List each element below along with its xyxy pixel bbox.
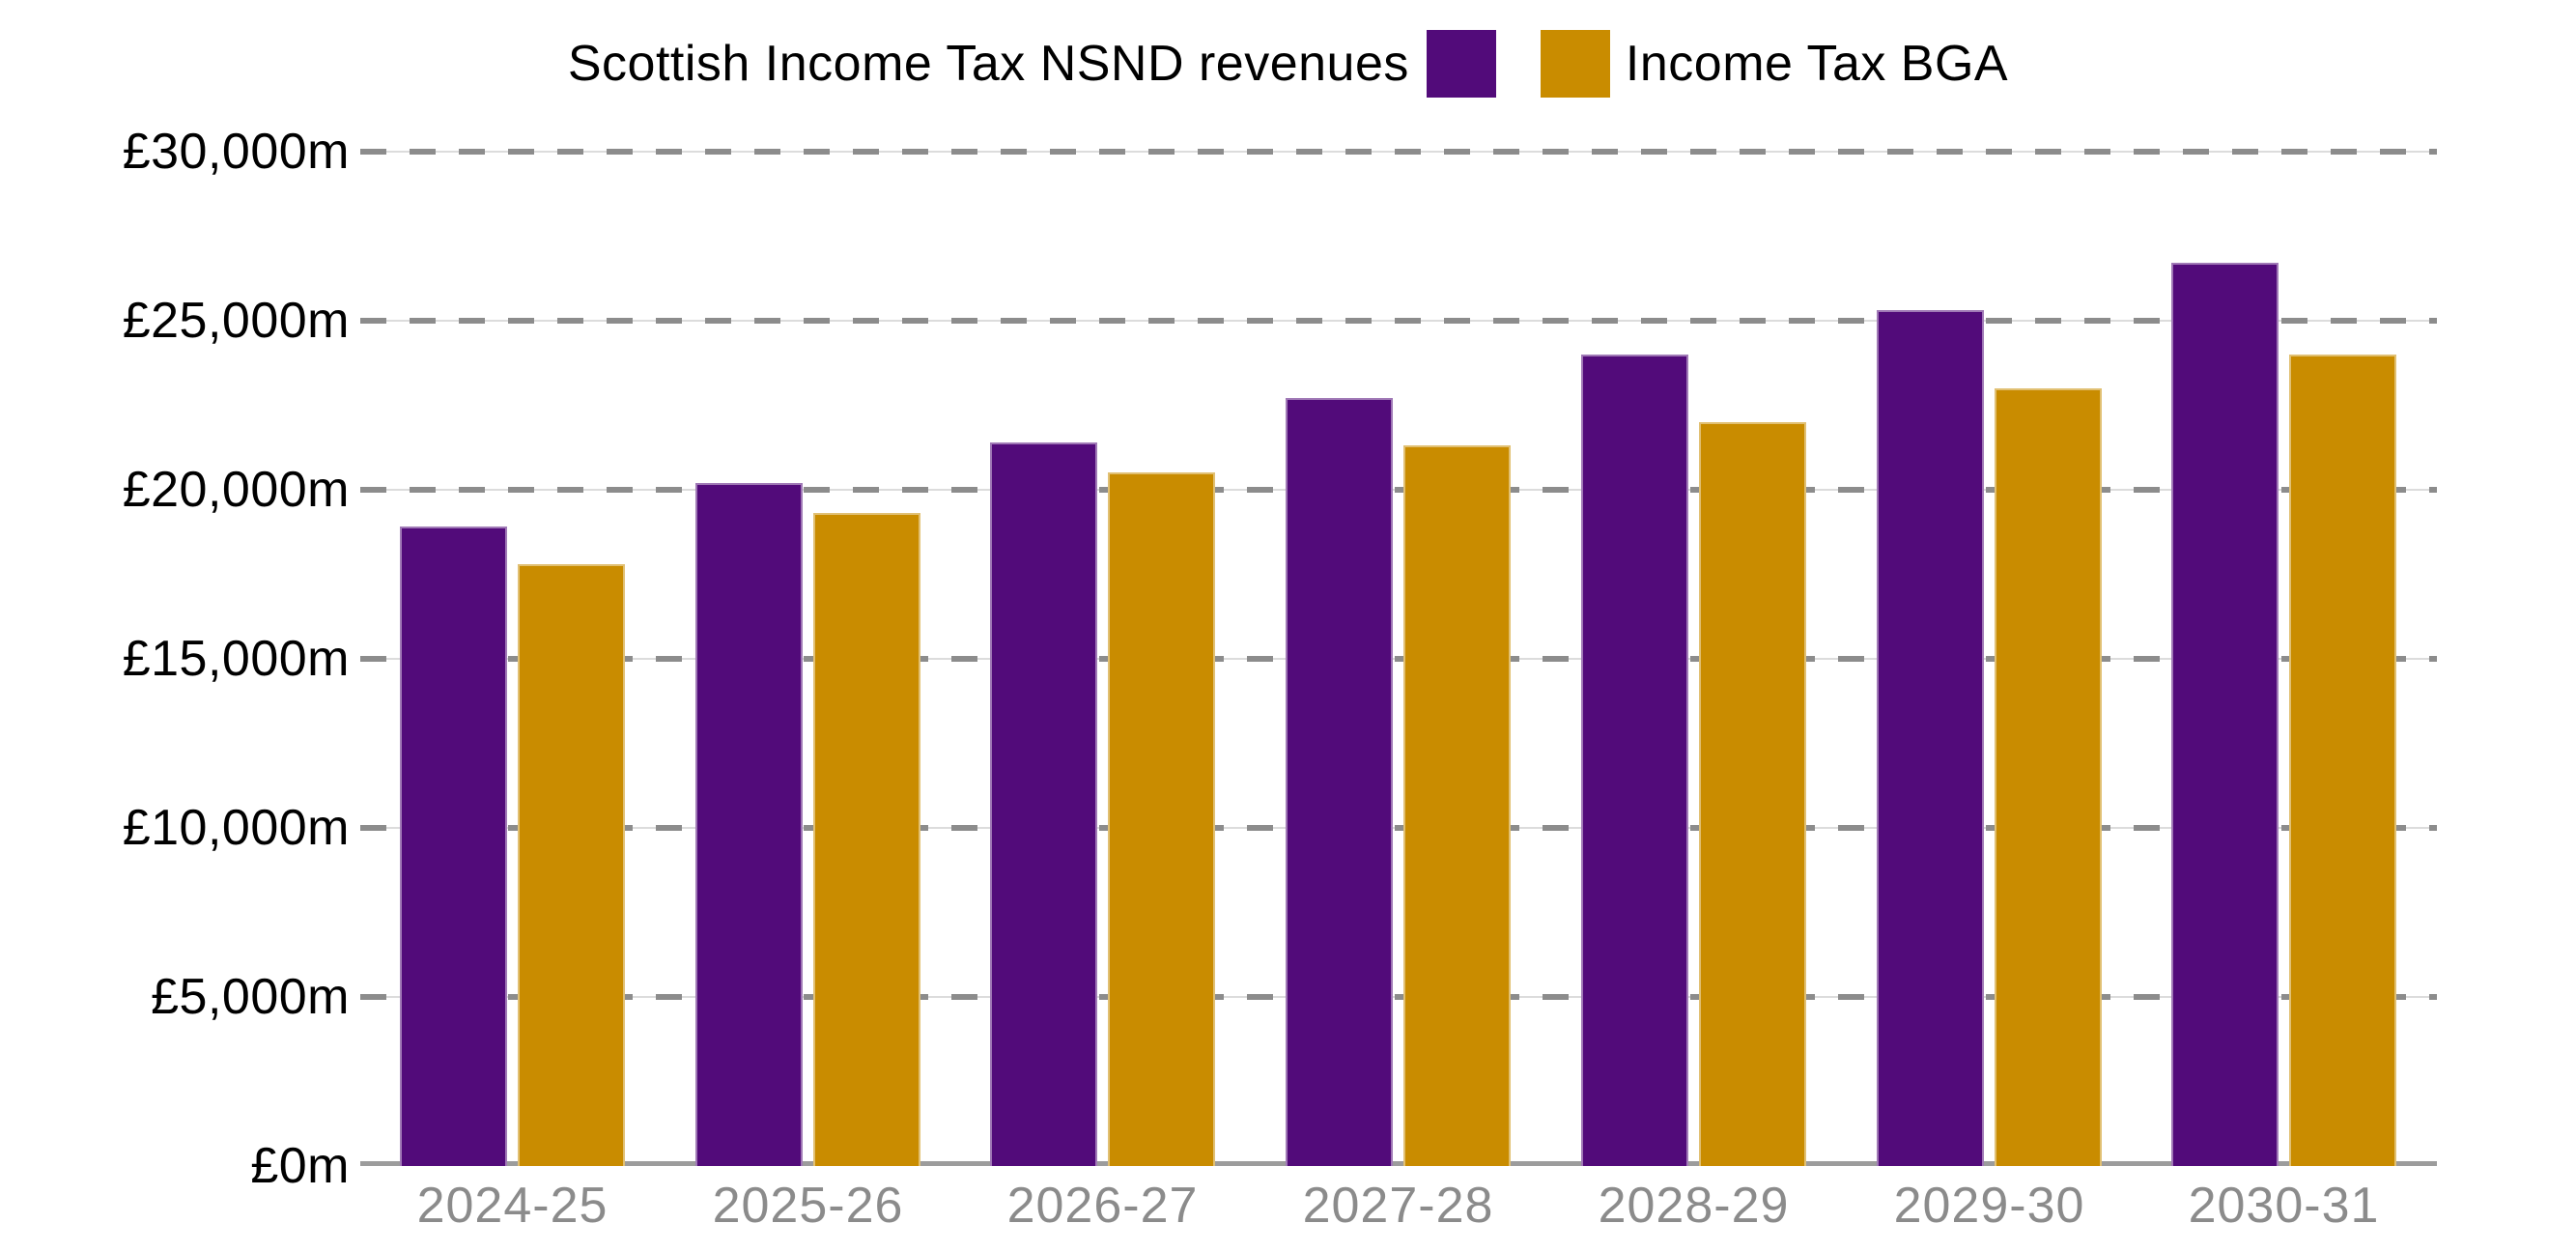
y-axis-label-25000: £25,000m <box>122 293 350 349</box>
legend-swatch-bga-icon <box>1540 30 1610 98</box>
bar-bga-2024-25 <box>518 564 625 1166</box>
x-axis-label-2026-27: 2026-27 <box>1006 1178 1199 1234</box>
y-axis-label-5000: £5,000m <box>151 969 350 1025</box>
bar-bga-2028-29 <box>1699 422 1806 1166</box>
bar-nsnd-2028-29 <box>1581 355 1688 1166</box>
x-axis-label-2024-25: 2024-25 <box>416 1178 609 1234</box>
gridline-20000 <box>360 487 2437 493</box>
bar-nsnd-2030-31 <box>2171 263 2279 1166</box>
bar-nsnd-2024-25 <box>400 526 507 1166</box>
x-axis-line <box>360 1161 2437 1166</box>
bar-bga-2030-31 <box>2289 355 2396 1166</box>
y-axis-label-10000: £10,000m <box>122 800 350 856</box>
bar-nsnd-2025-26 <box>695 483 803 1166</box>
x-axis-label-2029-30: 2029-30 <box>1893 1178 2085 1234</box>
bar-nsnd-2029-30 <box>1877 310 1984 1166</box>
y-axis-label-15000: £15,000m <box>122 631 350 687</box>
x-axis-label-2027-28: 2027-28 <box>1302 1178 1494 1234</box>
bar-bga-2029-30 <box>1995 388 2102 1166</box>
legend-label-income-tax-bga: Income Tax BGA <box>1625 36 2009 92</box>
y-axis-label-0: £0m <box>250 1138 350 1194</box>
gridline-25000 <box>360 318 2437 324</box>
bar-nsnd-2026-27 <box>990 442 1097 1166</box>
x-axis-label-2025-26: 2025-26 <box>712 1178 904 1234</box>
y-axis-label-30000: £30,000m <box>122 124 350 180</box>
gridline-15000 <box>360 656 2437 662</box>
chart-legend: Scottish Income Tax NSND revenues Income… <box>0 23 2576 104</box>
x-axis-label-2028-29: 2028-29 <box>1598 1178 1790 1234</box>
gridline-5000 <box>360 994 2437 1000</box>
legend-label-nsnd-revenues: Scottish Income Tax NSND revenues <box>567 36 1409 92</box>
bar-bga-2025-26 <box>813 513 920 1166</box>
bar-nsnd-2027-28 <box>1286 398 1393 1166</box>
y-axis-label-20000: £20,000m <box>122 462 350 518</box>
legend-swatch-nsnd-icon <box>1426 30 1496 98</box>
gridline-30000 <box>360 149 2437 155</box>
x-axis-label-2030-31: 2030-31 <box>2188 1178 2380 1234</box>
bar-bga-2027-28 <box>1403 445 1511 1166</box>
gridline-10000 <box>360 825 2437 831</box>
bar-bga-2026-27 <box>1108 472 1215 1166</box>
